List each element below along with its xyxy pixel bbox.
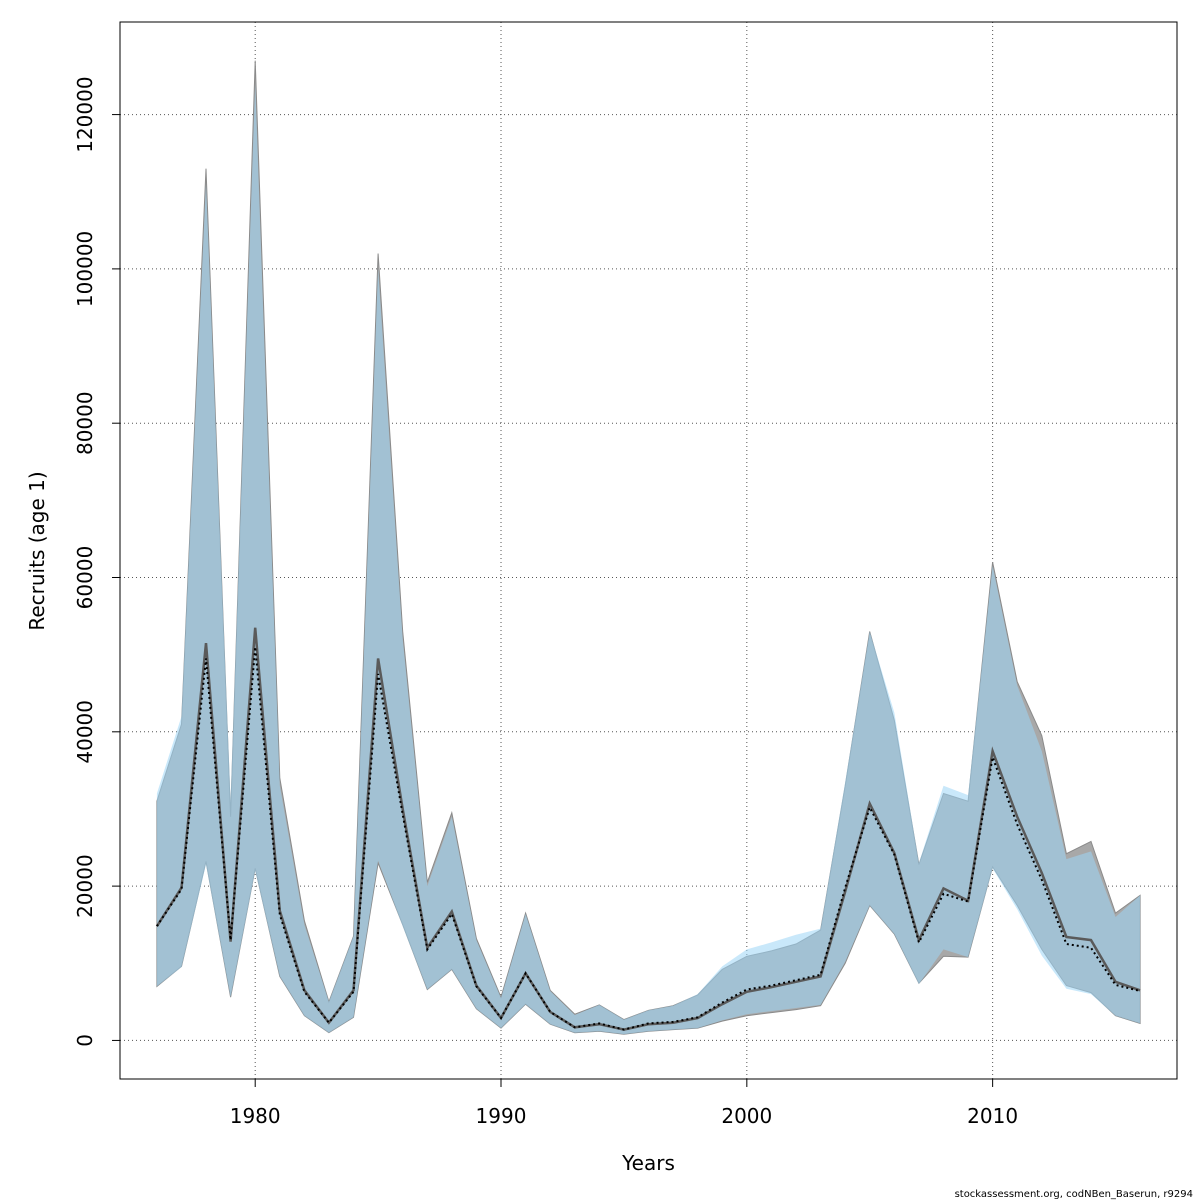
x-tick-label: 1990 bbox=[476, 1104, 527, 1128]
plot-frame bbox=[119, 21, 1178, 1080]
x-axis: 1980 1990 2000 2010 bbox=[230, 1079, 1018, 1128]
credit-text: stockassessment.org, codNBen_Baserun, r9… bbox=[955, 1189, 1193, 1200]
y-axis-title: Recruits (age 1) bbox=[25, 471, 49, 630]
blue-estimate-line bbox=[156, 646, 1141, 1031]
x-axis-title: Years bbox=[621, 1151, 675, 1175]
y-tick-label: 100000 bbox=[73, 231, 97, 307]
y-tick-label: 20000 bbox=[73, 854, 97, 918]
blue-confidence-band bbox=[156, 83, 1141, 1035]
y-tick-label: 120000 bbox=[73, 76, 97, 152]
y-tick-label: 40000 bbox=[73, 700, 97, 764]
y-tick-label: 0 bbox=[73, 1034, 97, 1047]
x-tick-label: 1980 bbox=[230, 1104, 281, 1128]
gridlines bbox=[120, 22, 1177, 1079]
y-tick-label: 60000 bbox=[73, 546, 97, 610]
x-tick-label: 2000 bbox=[721, 1104, 772, 1128]
confidence-bands bbox=[156, 60, 1141, 1035]
y-tick-label: 80000 bbox=[73, 391, 97, 455]
y-axis: 0 20000 40000 60000 80000 100000 120000 bbox=[73, 76, 120, 1047]
x-tick-label: 2010 bbox=[967, 1104, 1018, 1128]
series-lines bbox=[155, 627, 1141, 1031]
